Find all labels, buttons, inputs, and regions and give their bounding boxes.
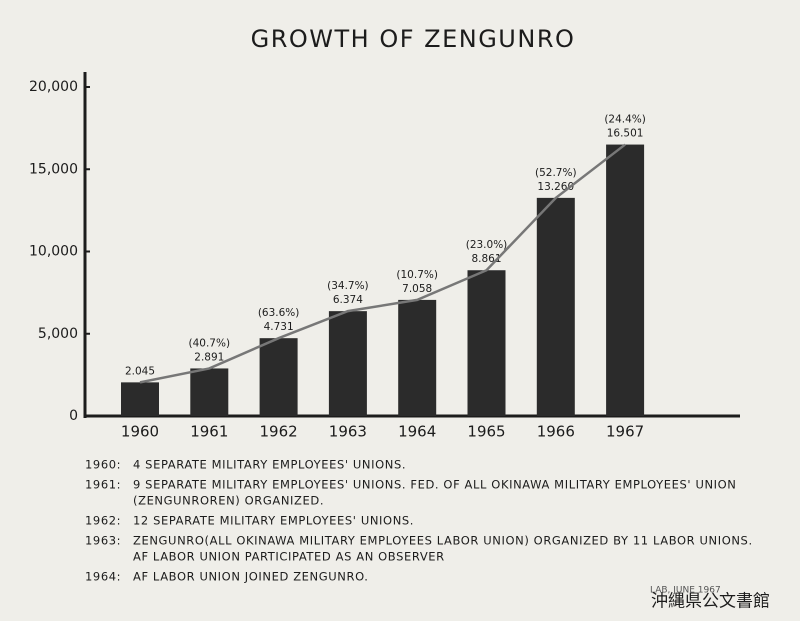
x-tick-label: 1960 <box>121 423 159 441</box>
x-tick-label: 1967 <box>606 423 644 441</box>
bar <box>398 299 437 416</box>
growth-label: (23.0%) <box>466 239 508 251</box>
y-tick-label: 5,000 <box>38 326 78 342</box>
note-text: 4 SEPARATE MILITARY EMPLOYEES' UNIONS. <box>133 458 406 472</box>
growth-label: (52.7%) <box>535 167 577 179</box>
note-text: ZENGUNRO(ALL OKINAWA MILITARY EMPLOYEES … <box>133 534 753 548</box>
y-tick-label: 15,000 <box>29 161 78 177</box>
x-tick-label: 1965 <box>467 423 505 441</box>
note-label: 1964: <box>85 570 121 584</box>
note-text: AF LABOR UNION PARTICIPATED AS AN OBSERV… <box>133 550 445 564</box>
note-label: 1961: <box>85 478 121 492</box>
value-label: 7.058 <box>402 283 432 295</box>
source-note: LAB, JUNE 1967 <box>650 586 721 596</box>
x-tick-label: 1961 <box>190 423 228 441</box>
growth-label: (63.6%) <box>258 307 300 319</box>
note-label: 1962: <box>85 514 121 528</box>
value-label: 4.731 <box>264 321 294 333</box>
bar <box>606 144 645 417</box>
watermark: 沖縄県公文書館 <box>651 592 770 612</box>
chart-title: GROWTH OF ZENGUNRO <box>251 25 576 53</box>
bar <box>190 368 229 416</box>
bar <box>467 270 506 416</box>
value-label: 2.045 <box>125 365 155 377</box>
note-label: 1963: <box>85 534 121 548</box>
y-tick-label: 0 <box>69 408 78 424</box>
bar <box>328 311 367 416</box>
note-text: 12 SEPARATE MILITARY EMPLOYEES' UNIONS. <box>133 514 414 528</box>
note-text: AF LABOR UNION JOINED ZENGUNRO. <box>133 570 369 584</box>
y-tick-label: 20,000 <box>29 79 78 95</box>
note-text: 9 SEPARATE MILITARY EMPLOYEES' UNIONS. F… <box>133 478 737 492</box>
x-tick-label: 1966 <box>537 423 575 441</box>
trend-line <box>139 143 626 384</box>
value-label: 6.374 <box>333 294 363 306</box>
y-tick-label: 10,000 <box>29 244 78 260</box>
bar <box>536 197 575 416</box>
value-label: 2.891 <box>194 351 224 363</box>
bar <box>121 382 159 416</box>
value-label: 16.501 <box>607 128 644 140</box>
x-tick-label: 1963 <box>329 423 367 441</box>
growth-label: (40.7%) <box>189 337 231 349</box>
growth-label: (24.4%) <box>604 114 646 126</box>
note-text: (ZENGUNROREN) ORGANIZED. <box>133 494 324 508</box>
x-tick-label: 1962 <box>260 423 298 441</box>
note-label: 1960: <box>85 458 121 472</box>
bar <box>259 338 298 416</box>
x-tick-label: 1964 <box>398 423 436 441</box>
growth-label: (10.7%) <box>396 269 438 281</box>
growth-label: (34.7%) <box>327 280 369 292</box>
